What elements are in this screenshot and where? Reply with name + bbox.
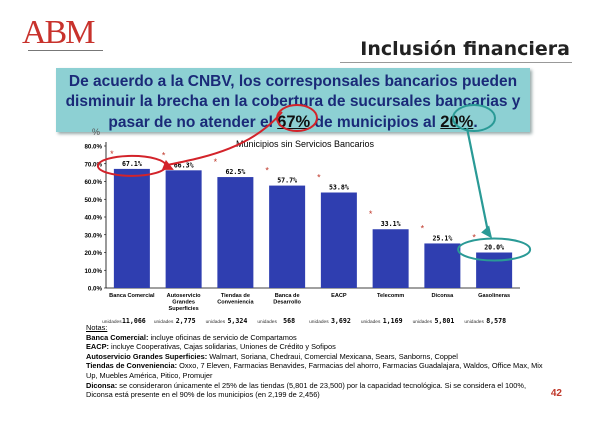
x-tick-label: Tiendas de xyxy=(221,293,250,299)
units-value: 3,692 xyxy=(331,317,351,325)
bar xyxy=(320,192,357,288)
y-tick-label: 70.0% xyxy=(84,161,102,168)
page-title: Inclusión financiera xyxy=(360,38,570,60)
asterisk-marker: * xyxy=(214,157,218,167)
bar xyxy=(217,177,254,288)
banner-line-3-post: . xyxy=(473,114,478,131)
asterisk-marker: * xyxy=(369,209,373,219)
value-label: 57.7% xyxy=(277,177,297,185)
bar xyxy=(269,185,306,288)
units-caption: unidades xyxy=(206,319,226,325)
notes-heading: Notas: xyxy=(86,323,108,332)
abm-logo: ABM xyxy=(22,14,132,54)
value-label: 33.1% xyxy=(381,220,401,228)
title-divider xyxy=(340,62,572,63)
units-value: 5,324 xyxy=(227,317,247,325)
note-item-3: Tiendas de Conveniencia: Oxxo, 7 Eleven,… xyxy=(86,361,543,380)
note-item-2: Autoservicio Grandes Superficies: Walmar… xyxy=(86,351,458,361)
units-value: 11,066 xyxy=(122,317,146,325)
value-label: 20.0% xyxy=(484,244,504,252)
banner-line-3-mid: de municipios al xyxy=(310,114,441,131)
bar xyxy=(476,252,513,288)
units-caption: unidades xyxy=(413,319,433,325)
x-tick-label: Desarrollo xyxy=(273,300,301,306)
asterisk-marker: * xyxy=(421,223,425,233)
bar xyxy=(372,229,409,288)
value-label: 66.3% xyxy=(174,161,194,169)
asterisk-marker: * xyxy=(265,166,269,176)
units-value: 1,169 xyxy=(383,317,403,325)
units-value: 5,801 xyxy=(434,317,454,325)
bar xyxy=(424,243,461,288)
asterisk-marker: * xyxy=(472,233,476,243)
x-tick-label: Diconsa xyxy=(431,293,454,299)
x-tick-label: Autoservicio xyxy=(167,293,201,299)
red-arrow-line xyxy=(167,111,283,166)
value-label: 62.5% xyxy=(225,168,245,176)
units-caption: unidades xyxy=(102,319,122,325)
note-item-4: Diconsa: se consideraron únicamente el 2… xyxy=(86,380,527,400)
logo-underline xyxy=(28,50,103,51)
units-value: 2,775 xyxy=(176,317,196,325)
units-caption: unidades xyxy=(464,319,484,325)
y-tick-label: 60.0% xyxy=(84,179,102,186)
banner-pct-20: 20% xyxy=(440,113,474,131)
y-tick-label: 20.0% xyxy=(84,250,102,257)
y-tick-label: 50.0% xyxy=(84,197,102,204)
banner-line-1: De acuerdo a la CNBV, los corresponsales… xyxy=(68,73,518,90)
units-caption: unidades xyxy=(309,319,329,325)
banner-pct-67: 67% xyxy=(277,113,311,131)
banner-line-3: pasar de no atender el 67% de municipios… xyxy=(60,112,526,133)
y-tick-label: 30.0% xyxy=(84,232,102,239)
x-tick-label: EACP xyxy=(331,293,347,299)
units-value: 568 xyxy=(283,317,295,325)
x-tick-label: Telecomm xyxy=(377,293,404,299)
banner-circle-67 xyxy=(276,104,318,132)
notes-section: Notas: Banca Comercial: incluye oficinas… xyxy=(86,323,546,400)
page-number: 42 xyxy=(550,388,562,399)
chart-title: Municipios sin Servicios Bancarios xyxy=(236,139,375,149)
y-tick-label: 0.0% xyxy=(88,286,103,293)
red-arrow-head xyxy=(161,159,174,170)
value-label: 25.1% xyxy=(432,234,452,242)
x-tick-label: Grandes xyxy=(172,300,195,306)
units-caption: unidades xyxy=(257,319,277,325)
y-axis-label: % xyxy=(92,127,100,137)
note-item-0: Banca Comercial: incluye oficinas de ser… xyxy=(86,332,297,342)
banner-line-3-pre: pasar de no atender el xyxy=(108,114,278,131)
units-caption: unidades xyxy=(361,319,381,325)
banner-circle-20 xyxy=(452,104,496,132)
banner-line-2: disminuir la brecha en la cobertura de s… xyxy=(65,93,521,110)
x-tick-label: Gasolineras xyxy=(478,293,510,299)
note-item-1: EACP: incluye Cooperativas, Cajas solida… xyxy=(86,342,336,352)
asterisk-marker: * xyxy=(110,149,114,159)
x-tick-label: Conveniencia xyxy=(217,300,254,306)
asterisk-marker: * xyxy=(317,173,321,183)
bar xyxy=(165,170,202,288)
x-tick-label: Superficies xyxy=(169,306,199,312)
logo-text: ABM xyxy=(22,14,95,51)
units-caption: unidades xyxy=(154,319,174,325)
value-label: 67.1% xyxy=(122,160,142,168)
x-tick-label: Banca de xyxy=(275,293,300,299)
x-tick-label: Banca Comercial xyxy=(109,293,155,299)
units-value: 8,578 xyxy=(486,317,506,325)
value-label: 53.8% xyxy=(329,184,349,192)
y-tick-label: 10.0% xyxy=(84,268,102,275)
banner-text: De acuerdo a la CNBV, los corresponsales… xyxy=(60,72,526,133)
y-tick-label: 40.0% xyxy=(84,215,102,222)
teal-arrow-head xyxy=(481,225,493,239)
y-tick-label: 80.0% xyxy=(84,144,102,151)
highlight-ellipse-20 xyxy=(457,237,532,262)
asterisk-marker: * xyxy=(162,150,166,160)
headline-banner: De acuerdo a la CNBV, los corresponsales… xyxy=(56,68,530,132)
bar xyxy=(113,168,150,288)
teal-arrow-line xyxy=(465,127,490,233)
